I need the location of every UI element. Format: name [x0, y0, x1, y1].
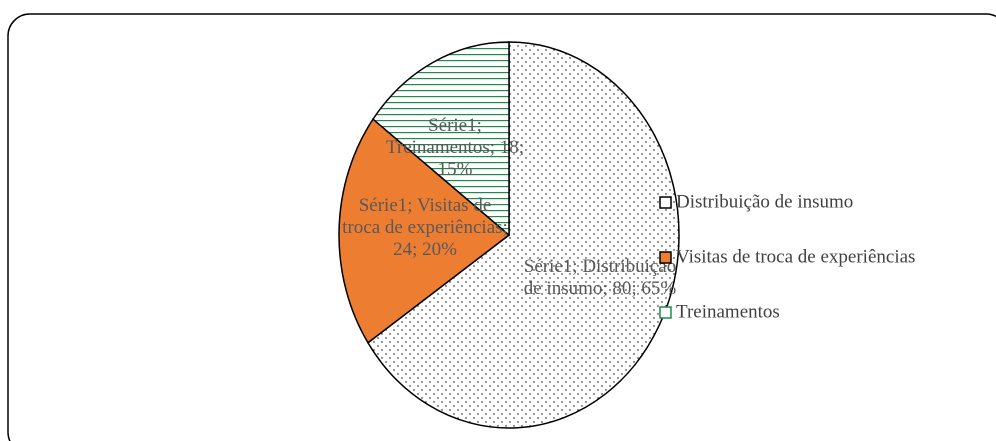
- data-label: Série1; Visitas de troca de experiências…: [342, 195, 508, 260]
- legend-label: Distribuição de insumo: [676, 191, 853, 212]
- data-label-box: Série1; Visitas de troca de experiências…: [342, 195, 508, 260]
- legend-label: Treinamentos: [676, 301, 780, 322]
- data-label: Série1; Distribuição de insumo; 80; 65%: [523, 256, 677, 299]
- pie-slice: [366, 41, 680, 429]
- legend-label: Visitas de troca de experiências: [676, 246, 915, 267]
- data-label-box: Série1; Distribuição de insumo; 80; 65%: [523, 256, 677, 299]
- data-label: Série1; Treinamentos; 18; 15%: [385, 115, 525, 180]
- data-label-box: Série1; Treinamentos; 18; 15%: [385, 115, 525, 180]
- legend-marker: [659, 306, 672, 319]
- legend-marker: [659, 251, 672, 264]
- pie-slice: [372, 41, 510, 237]
- pie-slice: [338, 118, 511, 344]
- legend-marker: [659, 196, 672, 209]
